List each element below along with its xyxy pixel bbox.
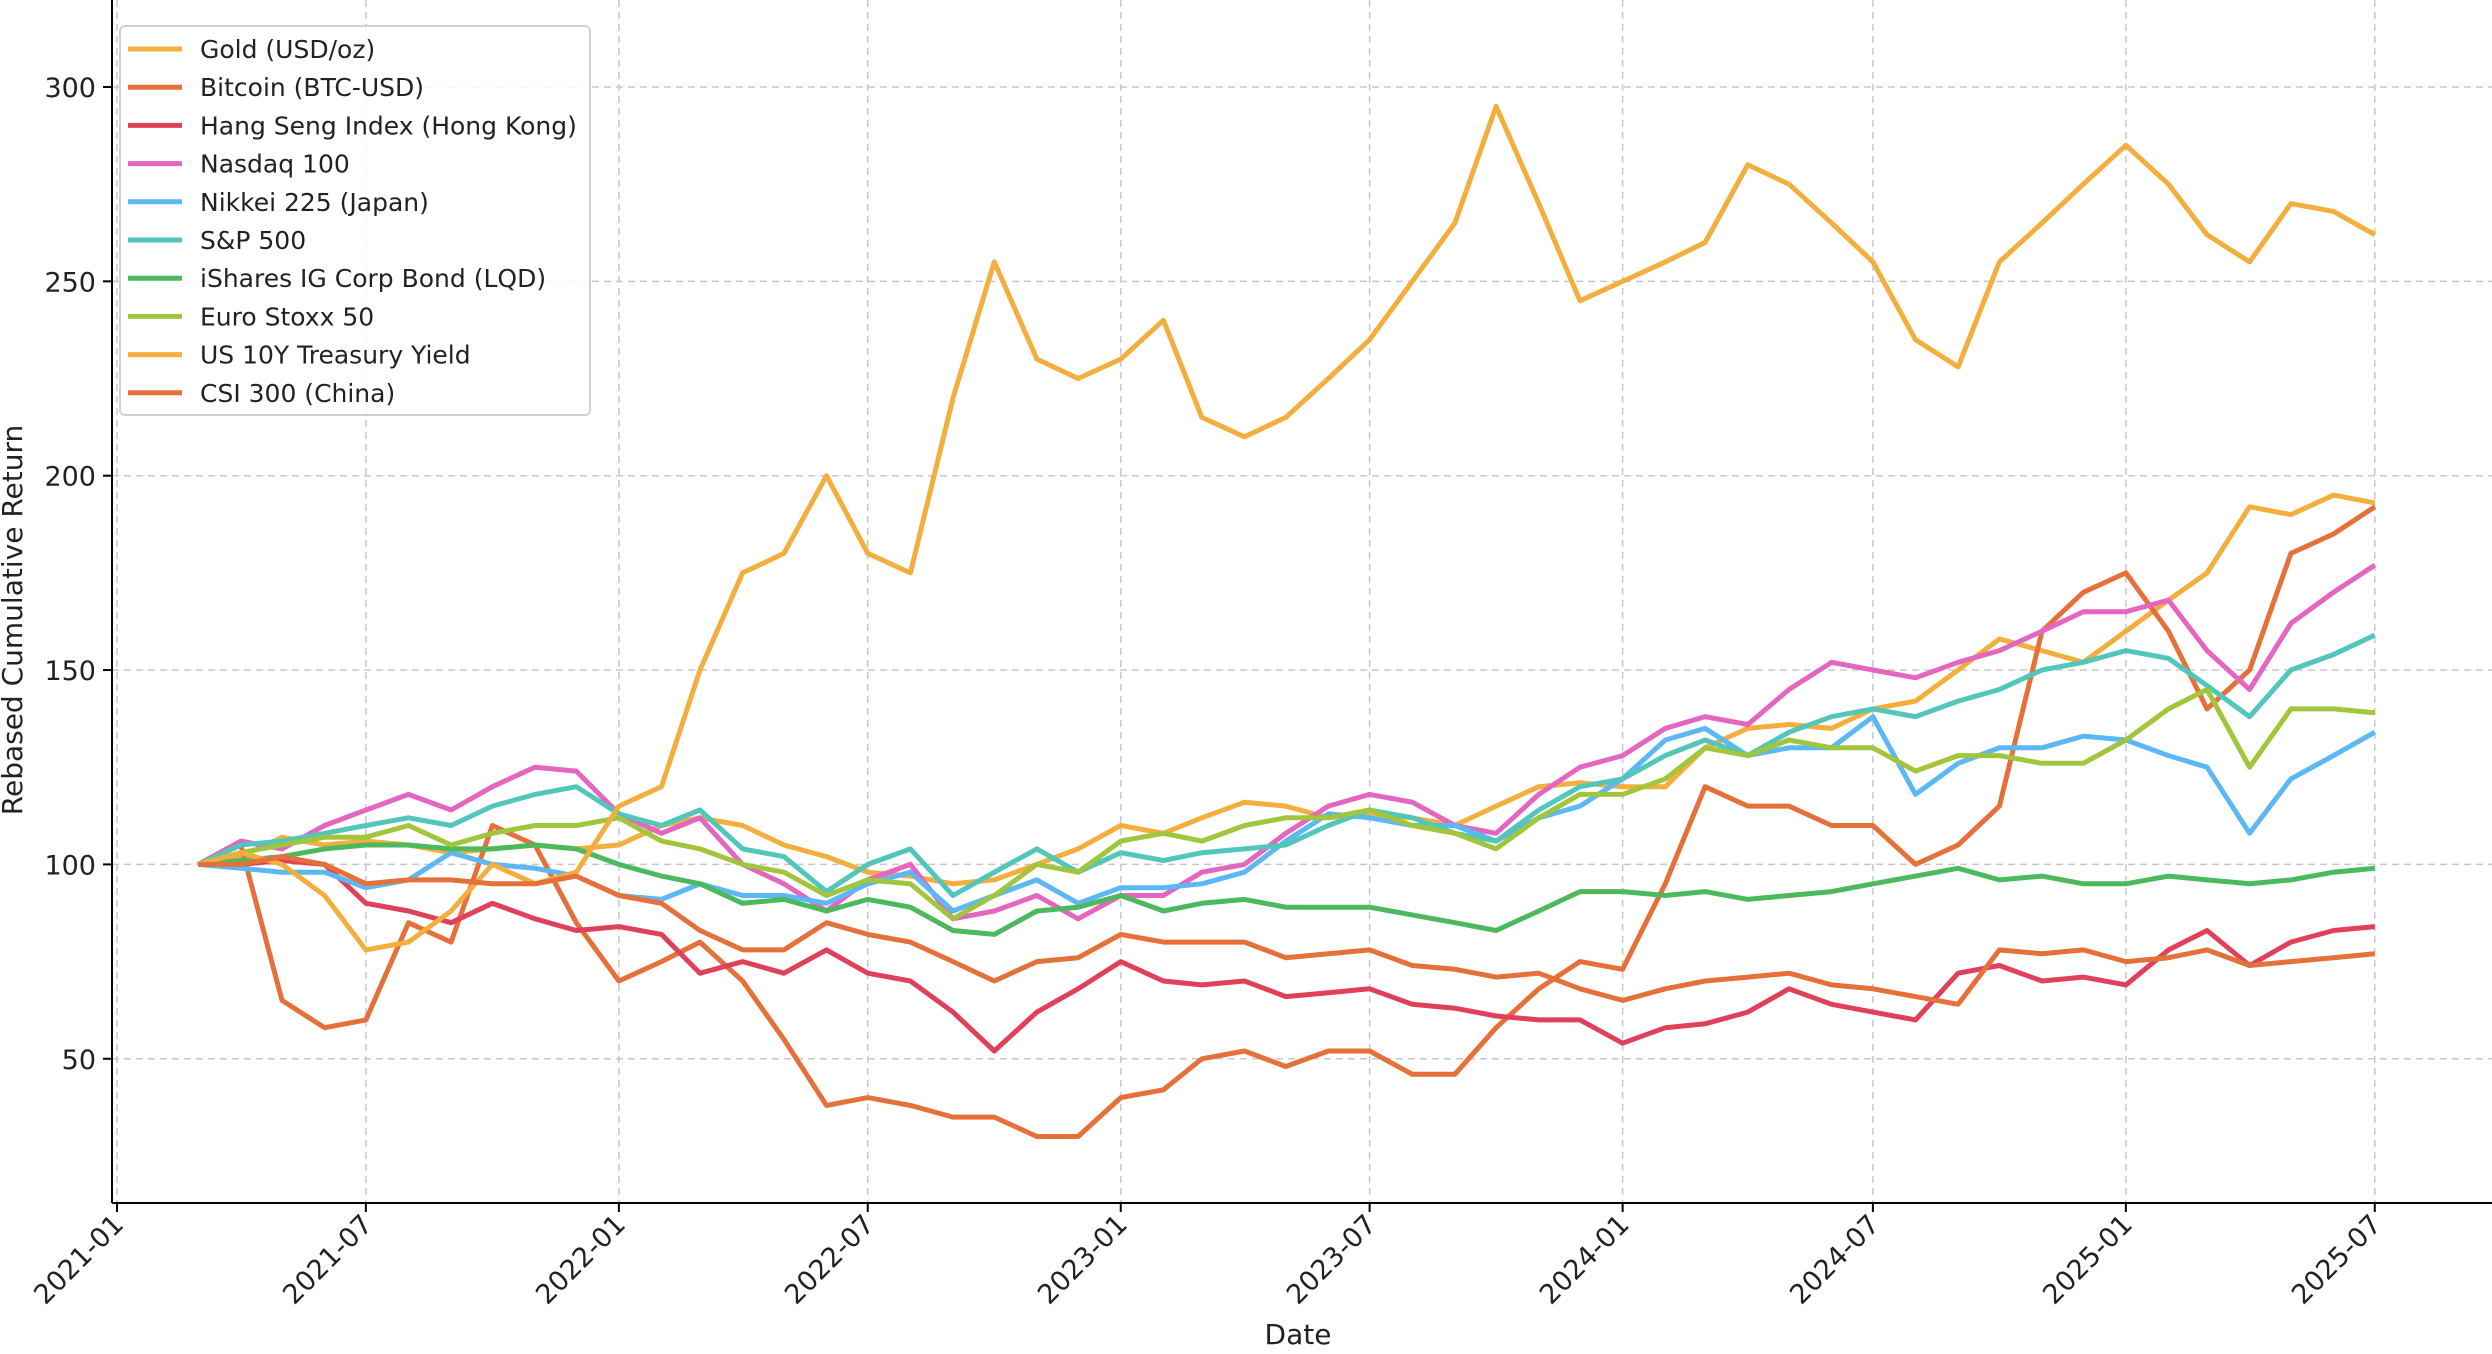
x-tick-label: 2025-01 [2037, 1209, 2139, 1311]
series-line-bitcoin-btc-usd [197, 504, 2377, 1139]
series-line-nasdaq-100 [196, 563, 2377, 922]
x-tick-label: 2024-07 [1784, 1209, 1886, 1311]
x-axis-ticks: 2021-01 2021-07 2022-01 2022-07 2023-01 2023-… [28, 1203, 2388, 1311]
x-axis-label: Date [1265, 1318, 1332, 1351]
legend-label-s-p-500: S&P 500 [200, 226, 306, 255]
legend-label-ishares-ig-corp-bond-lqd: iShares IG Corp Bond (LQD) [200, 264, 546, 293]
legend-label-nasdaq-100: Nasdaq 100 [200, 150, 350, 179]
y-tick-label: 150 [44, 656, 96, 687]
series-line-hang-seng-index-hong-kong [198, 858, 2376, 1054]
y-tick-label: 300 [44, 73, 96, 104]
x-tick-label: 2025-07 [2286, 1209, 2388, 1311]
x-tick-label: 2022-07 [779, 1209, 881, 1311]
x-tick-label: 2021-01 [28, 1209, 130, 1311]
legend: Gold (USD/oz) Bitcoin (BTC-USD) Hang Seng … [119, 25, 591, 416]
legend-box [119, 25, 591, 416]
legend-label-hang-seng-index-hong-kong: Hang Seng Index (Hong Kong) [200, 111, 577, 140]
y-tick-label: 50 [62, 1045, 96, 1076]
legend-label-csi-300-china: CSI 300 (China) [200, 379, 395, 408]
legend-label-us-10y-treasury-yield: US 10Y Treasury Yield [200, 341, 471, 370]
x-tick-label: 2023-01 [1032, 1209, 1134, 1311]
x-tick-label: 2021-07 [277, 1209, 379, 1311]
y-tick-label: 100 [44, 850, 96, 881]
y-tick-label: 250 [44, 267, 96, 298]
series-line-us-10y-treasury-yield [197, 103, 2377, 953]
axes [111, 0, 2492, 1204]
legend-label-nikkei-225-japan: Nikkei 225 (Japan) [200, 188, 429, 217]
y-axis-ticks: 50 100 150 200 250 300 [44, 73, 112, 1076]
series-lines [196, 103, 2377, 1139]
legend-label-euro-stoxx-50: Euro Stoxx 50 [200, 302, 374, 331]
series-line-ishares-ig-corp-bond-lqd [197, 842, 2376, 937]
y-tick-label: 200 [44, 462, 96, 493]
series-line-csi-300-china [198, 854, 2376, 1007]
legend-label-bitcoin-btc-usd: Bitcoin (BTC-USD) [200, 73, 424, 102]
series-line-euro-stoxx-50 [197, 687, 2376, 922]
x-tick-label: 2024-01 [1534, 1209, 1636, 1311]
x-tick-label: 2023-07 [1281, 1209, 1383, 1311]
y-axis-label: Rebased Cumulative Return [0, 425, 29, 815]
x-tick-label: 2022-01 [530, 1209, 632, 1311]
legend-label-gold-usd-oz: Gold (USD/oz) [200, 35, 375, 64]
series-line-s-p-500 [197, 632, 2376, 898]
